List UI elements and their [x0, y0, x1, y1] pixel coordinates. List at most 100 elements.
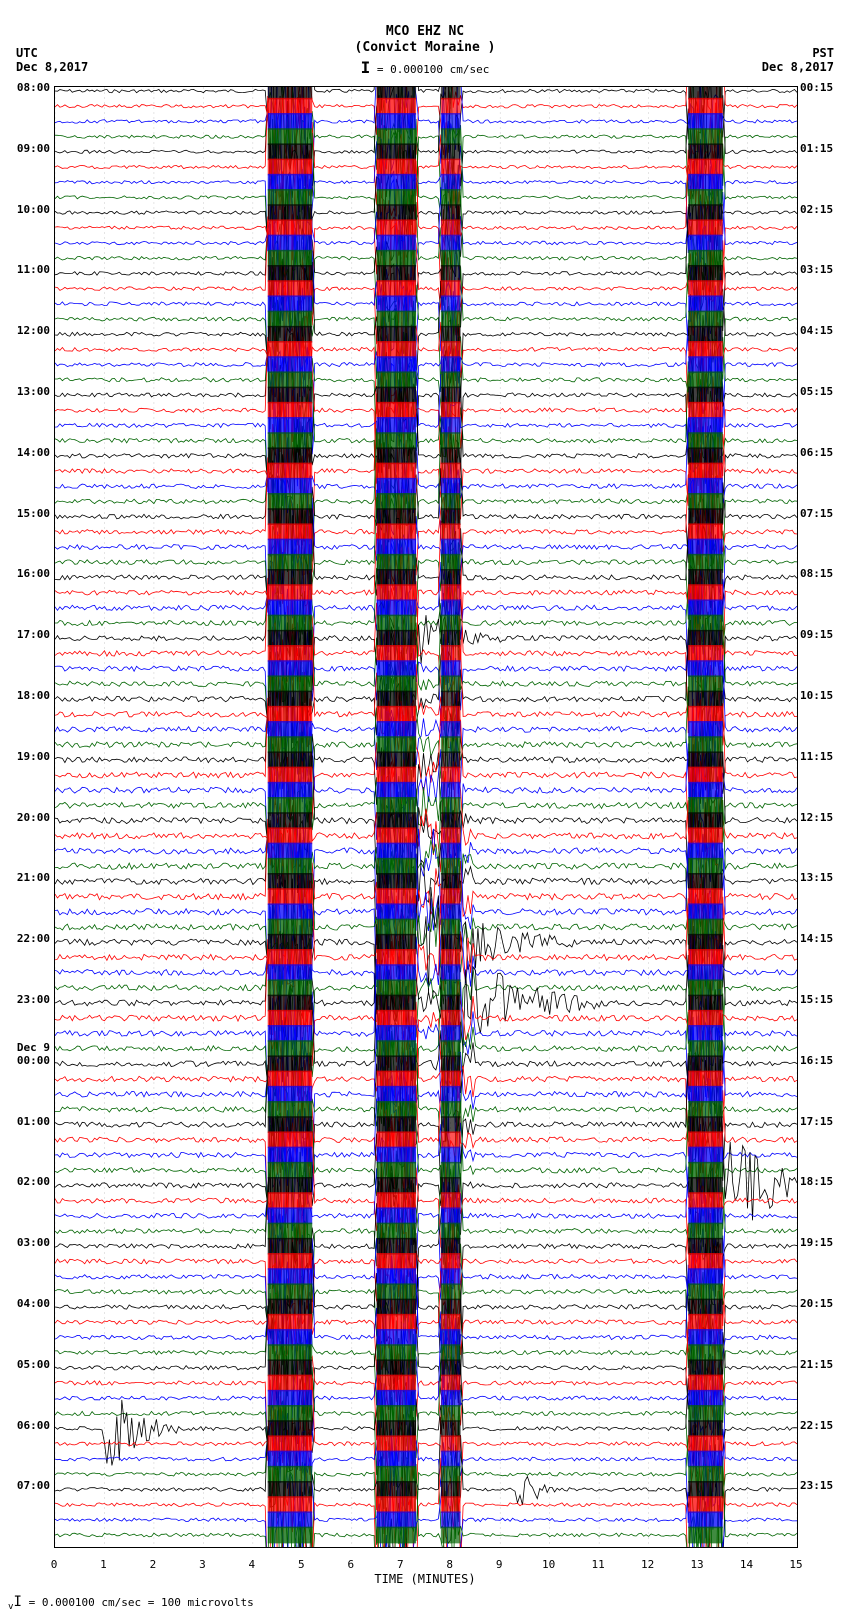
saturation-band: [441, 295, 461, 312]
saturation-band: [268, 1466, 313, 1483]
x-tick-label: 13: [690, 1558, 703, 1571]
saturation-band: [441, 554, 461, 571]
saturation-band: [268, 174, 313, 191]
x-axis-title: TIME (MINUTES): [0, 1572, 850, 1586]
saturation-band: [268, 341, 313, 358]
saturation-band: [441, 645, 461, 662]
saturation-band: [688, 1207, 723, 1224]
saturation-band: [441, 174, 461, 191]
scale-text: = 0.000100 cm/sec: [377, 63, 490, 76]
x-tick-label: 6: [347, 1558, 354, 1571]
time-label-right: 22:15: [800, 1419, 833, 1432]
saturation-band: [377, 341, 417, 358]
time-label-left: 01:00: [17, 1115, 50, 1128]
saturation-band: [688, 782, 723, 799]
saturation-band: [688, 873, 723, 890]
saturation-band: [377, 1025, 417, 1042]
saturation-band: [688, 463, 723, 480]
saturation-band: [377, 1162, 417, 1179]
saturation-band: [377, 235, 417, 252]
saturation-band: [441, 736, 461, 753]
saturation-band: [377, 402, 417, 419]
saturation-band: [377, 843, 417, 860]
seismic-trace: [55, 1154, 797, 1308]
saturation-band: [441, 1086, 461, 1103]
saturation-band: [268, 1390, 313, 1407]
saturation-band: [377, 1329, 417, 1346]
saturation-band: [377, 1238, 417, 1255]
saturation-band: [441, 159, 461, 176]
saturation-band: [268, 539, 313, 556]
time-label-right: 20:15: [800, 1297, 833, 1310]
x-tick-label: 15: [789, 1558, 802, 1571]
saturation-band: [688, 1162, 723, 1179]
saturation-band: [377, 554, 417, 571]
saturation-band: [441, 797, 461, 814]
saturation-band: [688, 1420, 723, 1437]
saturation-band: [377, 1466, 417, 1483]
saturation-band: [688, 919, 723, 936]
x-tick-label: 10: [542, 1558, 555, 1571]
seismic-trace: [55, 1416, 797, 1547]
saturation-band: [688, 1451, 723, 1468]
saturation-band: [268, 615, 313, 632]
saturation-band: [688, 1329, 723, 1346]
saturation-band: [377, 1071, 417, 1088]
seismic-trace: [55, 1260, 797, 1416]
saturation-band: [688, 356, 723, 373]
saturation-band: [688, 1010, 723, 1027]
date-break-label: Dec 9: [17, 1041, 50, 1054]
time-label-right: 02:15: [800, 203, 833, 216]
seismic-trace: [55, 1368, 797, 1520]
saturation-band: [268, 1071, 313, 1088]
saturation-band: [441, 1420, 461, 1437]
saturation-band: [268, 1481, 313, 1498]
saturation-band: [688, 812, 723, 829]
saturation-band: [268, 478, 313, 495]
saturation-band: [268, 143, 313, 160]
saturation-band: [268, 751, 313, 768]
saturation-band: [377, 1207, 417, 1224]
saturation-band: [688, 189, 723, 206]
saturation-band: [377, 934, 417, 951]
saturation-band: [377, 1299, 417, 1316]
saturation-band: [688, 387, 723, 404]
saturation-band: [268, 797, 313, 814]
saturation-band: [268, 159, 313, 176]
time-label-right: 03:15: [800, 263, 833, 276]
saturation-band: [441, 1299, 461, 1316]
saturation-band: [688, 1283, 723, 1300]
saturation-band: [688, 219, 723, 236]
saturation-band: [268, 645, 313, 662]
saturation-band: [441, 1253, 461, 1270]
saturation-band: [268, 1375, 313, 1392]
saturation-band: [268, 387, 313, 404]
saturation-band: [441, 1466, 461, 1483]
saturation-band: [268, 1435, 313, 1452]
saturation-band: [377, 919, 417, 936]
saturation-band: [441, 478, 461, 495]
saturation-band: [268, 843, 313, 860]
saturation-band: [268, 812, 313, 829]
saturation-band: [268, 1314, 313, 1331]
saturation-band: [441, 1238, 461, 1255]
saturation-band: [377, 1390, 417, 1407]
saturation-band: [441, 1192, 461, 1209]
saturation-band: [377, 387, 417, 404]
saturation-band: [268, 979, 313, 996]
saturation-band: [377, 706, 417, 723]
saturation-band: [268, 1207, 313, 1224]
saturation-band: [688, 554, 723, 571]
saturation-band: [688, 1055, 723, 1072]
seismic-trace: [55, 150, 797, 305]
saturation-band: [688, 827, 723, 844]
saturation-band: [441, 660, 461, 677]
saturation-band: [688, 493, 723, 510]
saturation-band: [268, 523, 313, 540]
saturation-band: [377, 979, 417, 996]
saturation-band: [441, 675, 461, 692]
saturation-band: [688, 417, 723, 434]
saturation-band: [268, 356, 313, 373]
seismic-trace: [55, 1051, 797, 1200]
saturation-band: [377, 478, 417, 495]
